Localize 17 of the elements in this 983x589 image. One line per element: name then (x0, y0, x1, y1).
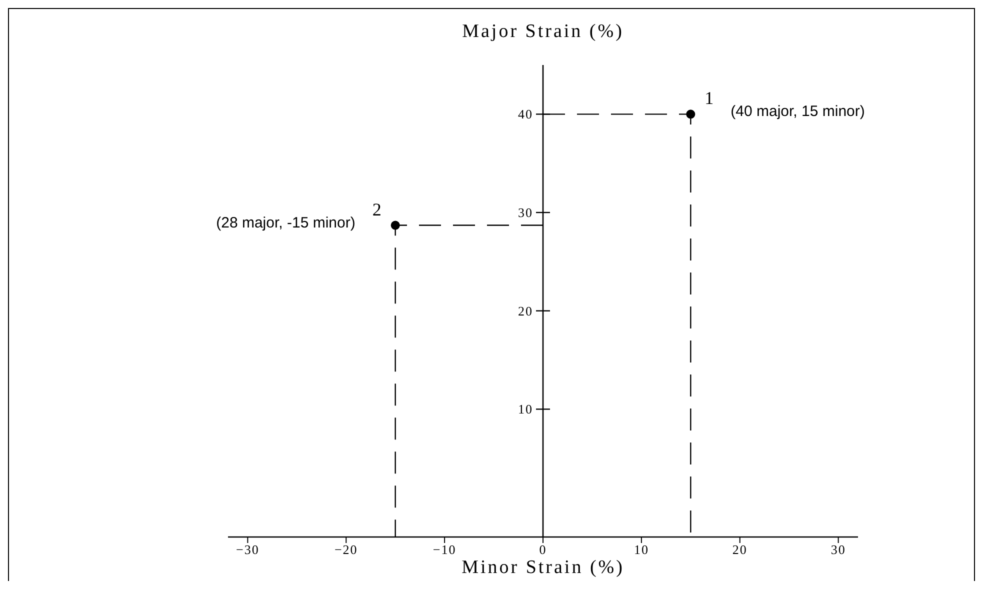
y-tick-label: 20 (518, 303, 533, 318)
x-tick-label: 30 (830, 542, 846, 558)
y-tick-label: 30 (518, 205, 533, 220)
annotation: (40 major, 15 minor) (730, 103, 865, 120)
x-tick-label: −30 (236, 542, 260, 558)
x-axis-title: Minor Strain (%) (462, 557, 624, 578)
x-tick-label: −20 (334, 542, 358, 558)
x-tick-label: 20 (732, 542, 748, 558)
annotation: (28 major, -15 minor) (216, 214, 356, 232)
annotation: 1 (704, 88, 714, 108)
y-tick-label: 40 (518, 106, 533, 122)
annotation: 2 (372, 199, 382, 220)
chart-title: Major Strain (%) (462, 21, 624, 42)
y-tick-label: 10 (518, 402, 533, 417)
x-tick-label: 0 (539, 542, 547, 558)
x-tick-label: 10 (634, 542, 649, 558)
x-tick-label: −10 (432, 542, 456, 558)
